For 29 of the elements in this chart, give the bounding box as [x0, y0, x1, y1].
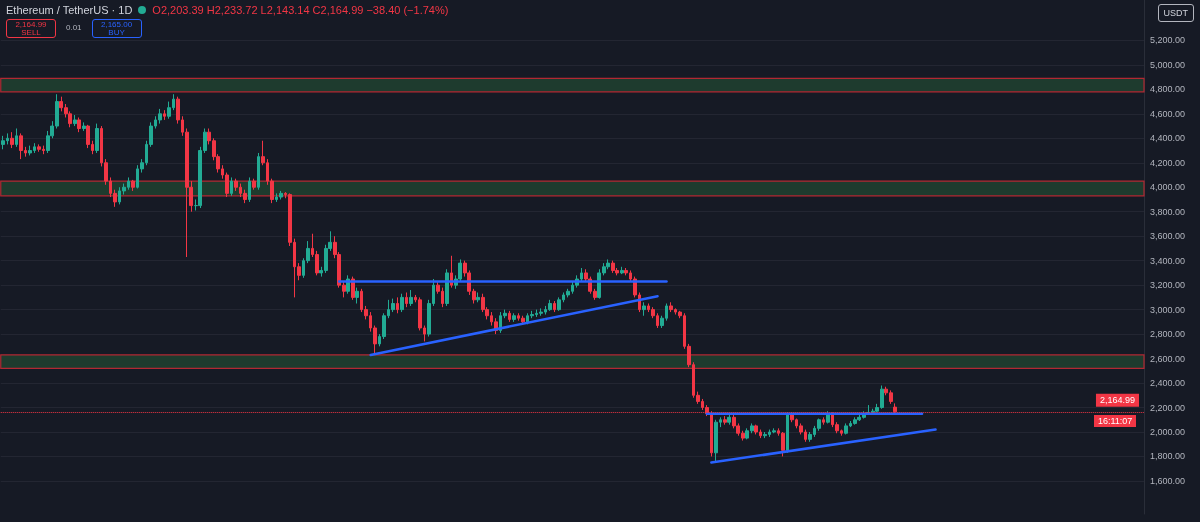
text: USDT — [1157, 4, 1194, 22]
annotation: SELL — [21, 27, 41, 37]
y-tick-label: 4,200.00 — [1150, 157, 1186, 168]
y-tick-label: 4,600.00 — [1150, 108, 1186, 119]
annotation: 16:11:07 — [1094, 414, 1137, 427]
y-tick-label: 1,600.00 — [1150, 475, 1186, 486]
y-tick-label: 4,400.00 — [1150, 133, 1186, 144]
annotation: BUY — [108, 27, 125, 37]
y-tick-label: 4,000.00 — [1150, 182, 1186, 193]
y-tick-label: 3,400.00 — [1150, 255, 1186, 266]
y-tick-label: 3,600.00 — [1150, 231, 1186, 242]
chart-title: Ethereum / TetherUS · 1D — [6, 4, 133, 16]
y-tick-label: 2,200.00 — [1150, 402, 1186, 413]
y-tick-label: 3,000.00 — [1150, 304, 1186, 315]
annotation: 0.01 — [66, 22, 82, 32]
y-tick-label: 2,600.00 — [1150, 353, 1186, 364]
y-tick-label: 1,800.00 — [1150, 451, 1186, 462]
y-tick-label: 3,800.00 — [1150, 206, 1186, 217]
annotation: 2,164.99 — [15, 19, 47, 29]
y-tick-label: 5,200.00 — [1150, 35, 1186, 46]
y-tick-label: 2,800.00 — [1150, 329, 1186, 340]
y-tick-label: 5,000.00 — [1150, 59, 1186, 70]
y-tick-label: 3,200.00 — [1150, 280, 1186, 291]
annotation: 2,165.00 — [101, 19, 133, 29]
y-tick-label: 2,000.00 — [1150, 427, 1186, 437]
y-tick-label: 2,400.00 — [1150, 378, 1186, 389]
y-tick-label: 4,800.00 — [1150, 84, 1186, 95]
chart-subtitle: O2,203.39 H2,233.72 L2,143.14 C2,164.99 −38.40 (−1.74%) — [152, 4, 449, 16]
ref-line-label: 2,164.99 — [1099, 395, 1135, 406]
